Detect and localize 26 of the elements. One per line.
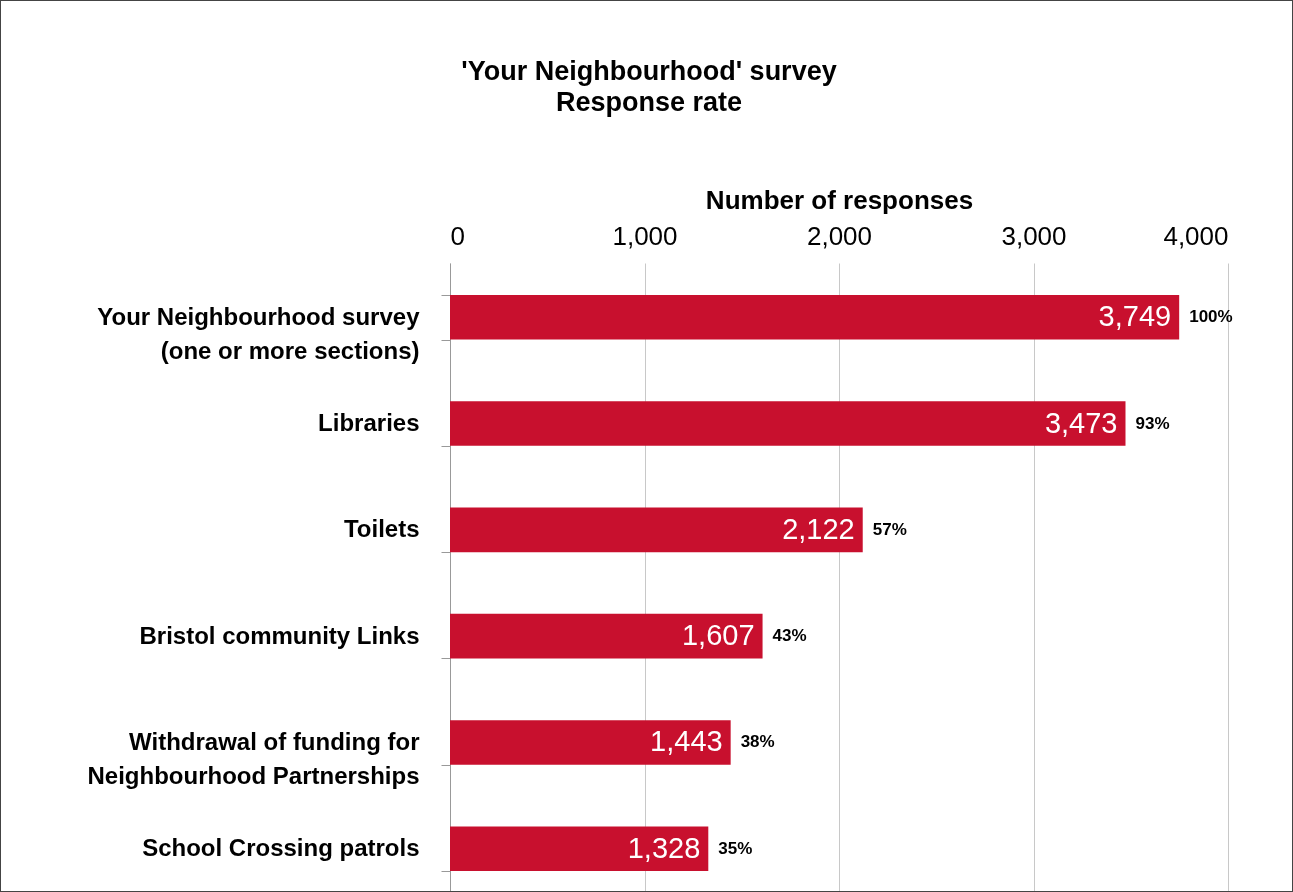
chart-title: 'Your Neighbourhood' survey [461, 56, 837, 86]
y-tick-label: Libraries [318, 409, 420, 437]
x-tick-label: 4,000 [1163, 220, 1229, 251]
data-label: 3,473 [1044, 406, 1118, 439]
y-tick-label: Toilets [343, 515, 420, 543]
chart-subtitle: Response rate [555, 87, 743, 117]
x-tick-label: 2,000 [806, 220, 873, 251]
y-tick-label: Bristol community Links [139, 621, 420, 649]
annotation: 93% [1135, 413, 1170, 433]
y-tick-label: Withdrawal of funding for Neighbourhood Partnerships [87, 727, 420, 789]
data-label: 2,122 [782, 512, 855, 545]
annotation: 57% [872, 519, 907, 539]
y-tick-label: School Crossing patrols [142, 834, 420, 862]
data-label: 1,443 [650, 725, 723, 758]
y-tick-label: Your Neighbourhood survey (one or more sections) [97, 302, 421, 364]
data-label: 1,328 [627, 831, 701, 864]
x-tick-label: 3,000 [1001, 220, 1067, 251]
annotation: 100% [1189, 307, 1233, 327]
data-label: 3,749 [1098, 300, 1172, 333]
x-axis-title: Number of responses [705, 184, 974, 215]
x-tick-label: 1,000 [612, 220, 678, 251]
data-label: 1,607 [681, 619, 755, 652]
x-tick-label: 0 [450, 220, 465, 251]
annotation: 43% [772, 626, 807, 646]
annotation: 35% [718, 838, 753, 858]
annotation: 38% [740, 732, 775, 752]
